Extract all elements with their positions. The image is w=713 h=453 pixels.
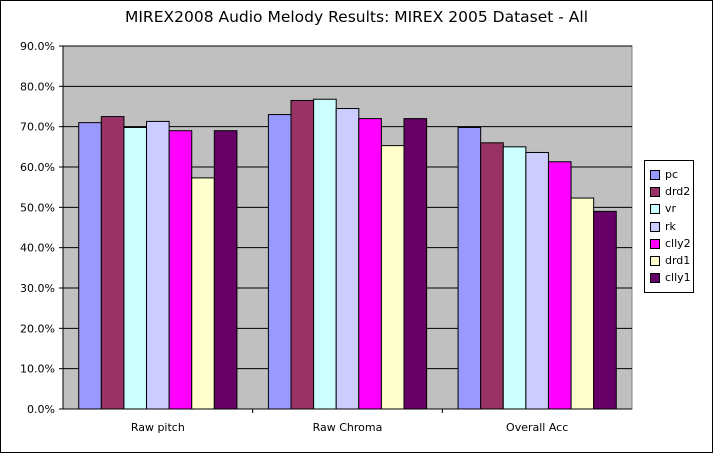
legend-swatch [650, 204, 660, 215]
legend-label: clly1 [665, 271, 691, 285]
bar-vr [123, 126, 148, 410]
y-tick-label: 80.0% [20, 80, 55, 93]
legend-label: pc [665, 168, 679, 181]
legend-swatch [650, 187, 660, 198]
bar-rk [335, 108, 360, 410]
legend-label: drd2 [665, 185, 691, 199]
legend-label: clly2 [665, 236, 691, 250]
legend-swatch [650, 238, 660, 249]
legend-item-pc: pc [650, 167, 694, 183]
x-category-label: Raw pitch [131, 421, 185, 434]
bar-pc [78, 122, 102, 410]
x-category-label: Raw Chroma [313, 421, 383, 434]
legend-item-drd2: drd2 [650, 184, 694, 200]
y-tick-label: 90.0% [20, 40, 55, 53]
legend-item-drd1: drd1 [650, 253, 694, 269]
bar-clly2 [358, 118, 382, 410]
bar-pc [267, 114, 292, 410]
legend-item-clly2: clly2 [650, 236, 694, 252]
y-tick-label: 50.0% [20, 201, 55, 214]
bar-clly2 [168, 130, 193, 410]
y-tick-label: 40.0% [20, 242, 55, 255]
x-category-label: Overall Acc [506, 421, 568, 434]
bar-drd1 [191, 177, 215, 410]
bar-drd2 [480, 142, 504, 410]
bar-vr [502, 146, 527, 410]
legend-item-rk: rk [650, 219, 694, 235]
y-tick-label: 0.0% [27, 403, 55, 416]
legend: pc drd2 vr rk clly2 drd1 clly1 [644, 160, 694, 293]
y-tick-label: 20.0% [20, 322, 55, 335]
y-tick-label: 10.0% [20, 363, 55, 376]
y-tick-label: 70.0% [20, 121, 55, 134]
legend-swatch [650, 170, 660, 180]
y-tick-label: 60.0% [20, 161, 55, 174]
legend-label: vr [665, 202, 677, 216]
legend-swatch [650, 221, 660, 232]
chart-title: MIREX2008 Audio Melody Results: MIREX 20… [124, 8, 589, 26]
bar-rk [146, 120, 170, 410]
bar-drd1 [380, 145, 405, 410]
bar-drd1 [570, 197, 595, 410]
legend-item-clly1: clly1 [650, 270, 694, 286]
bar-clly1 [593, 210, 617, 410]
bar-drd2 [290, 99, 315, 410]
bar-drd2 [100, 116, 125, 410]
legend-swatch [650, 273, 660, 284]
legend-swatch [650, 256, 660, 266]
bar-pc [457, 126, 482, 410]
bar-clly1 [403, 118, 428, 410]
bar-vr [313, 98, 337, 410]
legend-label: rk [665, 219, 676, 233]
legend-label: drd1 [665, 254, 691, 267]
bar-clly2 [547, 161, 572, 410]
bar-clly1 [213, 130, 238, 410]
bar-rk [525, 151, 549, 410]
y-tick-label: 30.0% [20, 282, 55, 295]
legend-item-vr: vr [650, 201, 694, 217]
